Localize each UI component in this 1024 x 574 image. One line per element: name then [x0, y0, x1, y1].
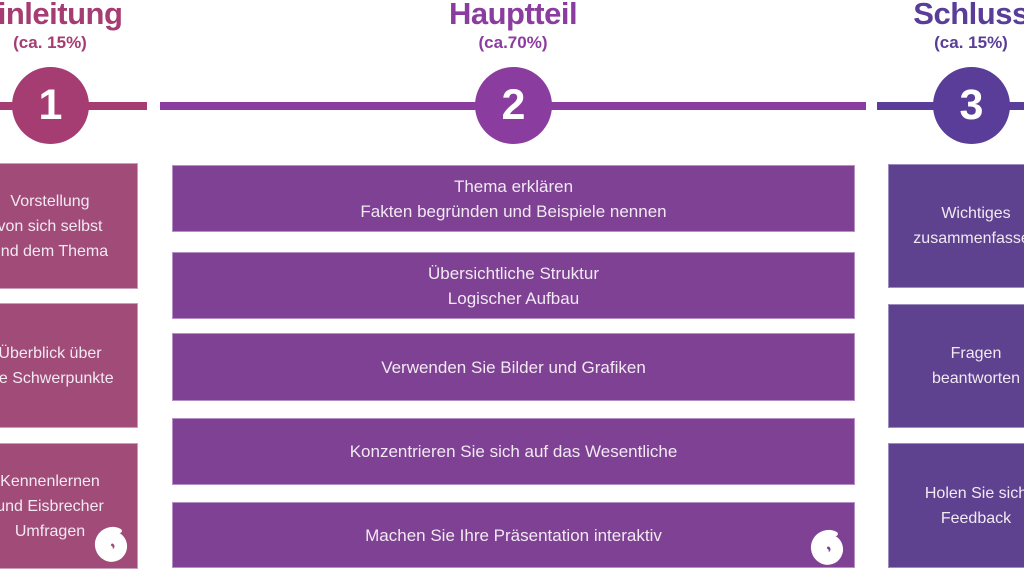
section-header-hauptteil: Hauptteil (ca.70%): [353, 0, 673, 53]
spiral-icon: [94, 526, 128, 562]
tip-box-text: Machen Sie Ihre Präsentation interaktiv: [365, 525, 662, 545]
section-title-hauptteil: Hauptteil: [448, 0, 578, 31]
tip-box-text: Überblick über die Schwerpunkte: [0, 344, 114, 387]
section-subtitle-einleitung: (ca. 15%): [13, 33, 87, 52]
tip-box-text: Holen Sie sich Feedback: [924, 484, 1024, 527]
tip-box-hauptteil-4: Konzentrieren Sie sich auf das Wesentlic…: [172, 418, 855, 485]
tip-box-text: Konzentrieren Sie sich auf das Wesentlic…: [349, 442, 678, 461]
tip-box-text: Thema erklären Fakten begründen und Beis…: [360, 176, 667, 221]
tip-box-schluss-2: Fragen beantworten: [888, 304, 1024, 428]
section-title-schluss: Schluss: [913, 0, 1024, 31]
section-subtitle-schluss: (ca. 15%): [934, 33, 1008, 52]
spiral-icon: [810, 529, 844, 565]
tip-box-schluss-1: Wichtiges zusammenfassen: [888, 164, 1024, 288]
tip-box-text: Vorstellung von sich selbst und dem Them…: [0, 192, 109, 260]
tip-box-einleitung-1: Vorstellung von sich selbst und dem Them…: [0, 163, 138, 289]
tip-box-hauptteil-2: Übersichtliche Struktur Logischer Aufbau: [172, 252, 855, 319]
tip-box-text: Verwenden Sie Bilder und Grafiken: [381, 357, 646, 377]
tip-box-text: Fragen beantworten: [931, 345, 1021, 387]
step-circle-1: 1: [12, 67, 89, 144]
section-header-einleitung: Einleitung (ca. 15%): [0, 0, 210, 53]
tip-box-hauptteil-3: Verwenden Sie Bilder und Grafiken: [172, 333, 855, 401]
section-subtitle-hauptteil: (ca.70%): [478, 33, 548, 52]
section-header-schluss: Schluss (ca. 15%): [811, 0, 1024, 53]
tip-box-text: Kennenlernen und Eisbrecher Umfragen: [0, 472, 104, 540]
tip-box-text: Wichtiges zusammenfassen: [913, 205, 1024, 247]
step-circle-3: 3: [933, 67, 1010, 144]
tip-box-hauptteil-1: Thema erklären Fakten begründen und Beis…: [172, 165, 855, 232]
tip-box-hauptteil-5: Machen Sie Ihre Präsentation interaktiv: [172, 502, 855, 568]
step-circle-2: 2: [475, 67, 552, 144]
tip-box-text: Übersichtliche Struktur Logischer Aufbau: [427, 263, 599, 308]
tip-box-schluss-3: Holen Sie sich Feedback: [888, 443, 1024, 568]
tip-box-einleitung-3: Kennenlernen und Eisbrecher Umfragen: [0, 443, 138, 569]
tip-box-einleitung-2: Überblick über die Schwerpunkte: [0, 303, 138, 428]
section-title-einleitung: Einleitung: [0, 0, 123, 31]
